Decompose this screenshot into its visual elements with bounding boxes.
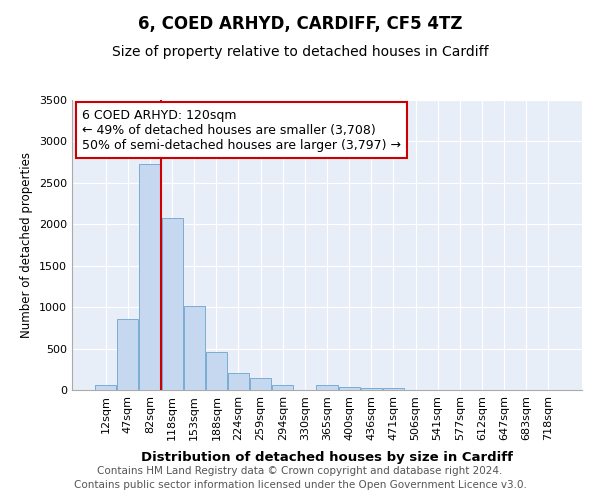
Bar (338, 386, 359, 390)
Bar (95, 385, 116, 390)
Text: Size of property relative to detached houses in Cardiff: Size of property relative to detached ho… (112, 45, 488, 59)
Bar (361, 388, 382, 390)
Text: 6 COED ARHYD: 120sqm
← 49% of detached houses are smaller (3,708)
50% of semi-de: 6 COED ARHYD: 120sqm ← 49% of detached h… (82, 108, 401, 152)
Bar (383, 388, 404, 390)
Bar (161, 218, 182, 390)
Bar (184, 306, 205, 390)
Bar (206, 352, 227, 390)
X-axis label: Distribution of detached houses by size in Cardiff: Distribution of detached houses by size … (141, 451, 513, 464)
Y-axis label: Number of detached properties: Number of detached properties (20, 152, 34, 338)
Bar (228, 374, 249, 390)
Bar (316, 386, 338, 390)
Bar (250, 378, 271, 390)
Bar (118, 319, 139, 390)
Bar (139, 164, 160, 390)
Text: 6, COED ARHYD, CARDIFF, CF5 4TZ: 6, COED ARHYD, CARDIFF, CF5 4TZ (138, 15, 462, 33)
Text: Contains HM Land Registry data © Crown copyright and database right 2024.
Contai: Contains HM Land Registry data © Crown c… (74, 466, 526, 490)
Bar (272, 384, 293, 390)
